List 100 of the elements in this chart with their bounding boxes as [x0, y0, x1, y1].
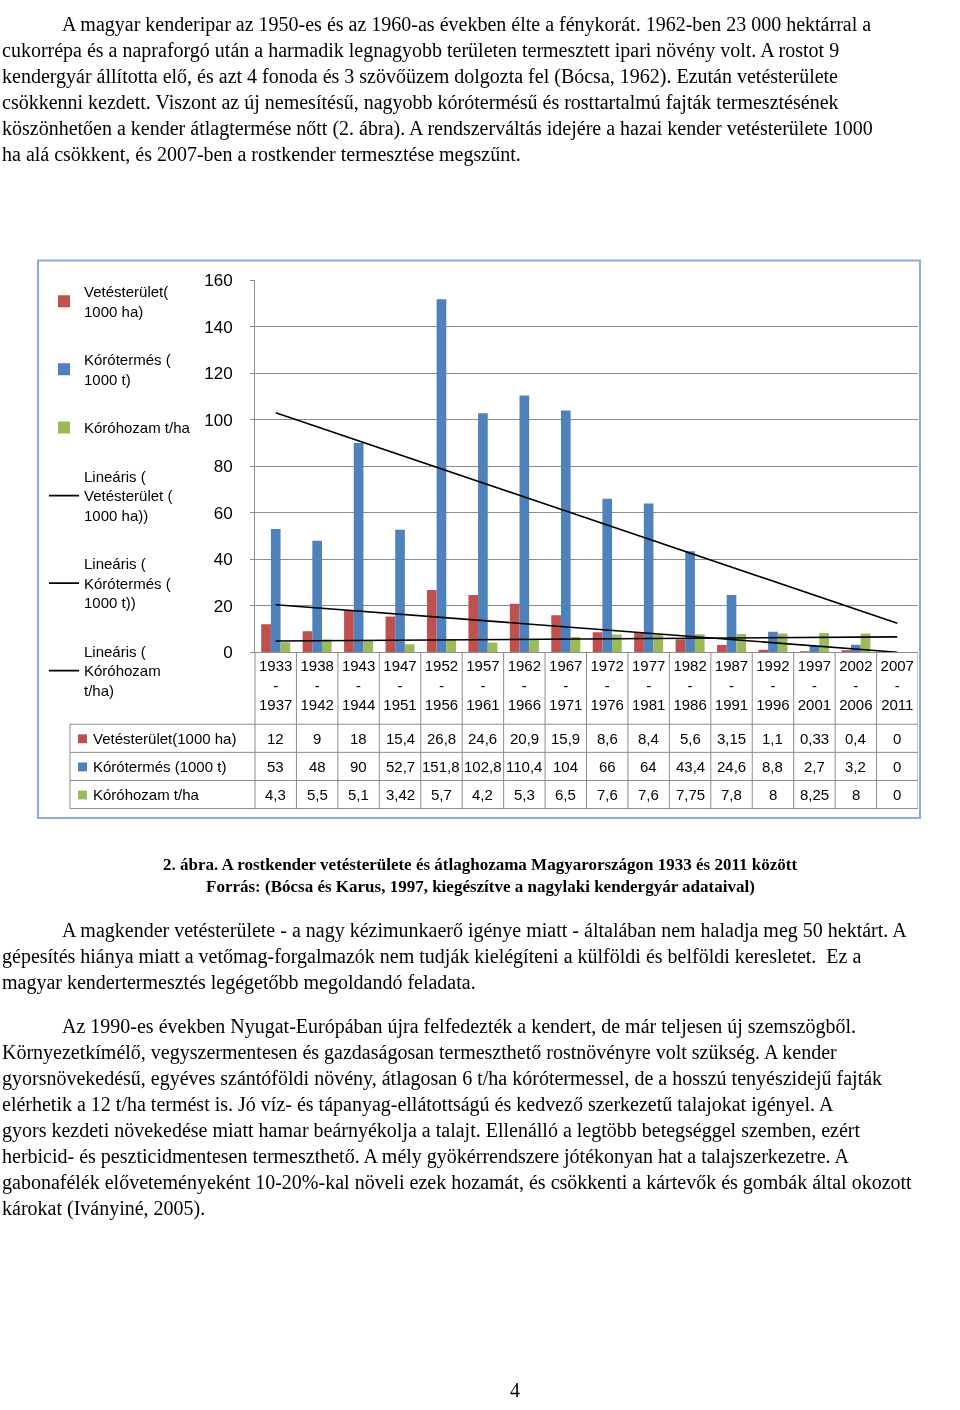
- legend-label: Lineáris (Vetésterület (1000 ha)): [84, 467, 173, 524]
- text: Vetésterület(1000 ha): [84, 283, 169, 320]
- data-label: 12: [267, 730, 284, 747]
- y-tick-label: 60: [213, 503, 233, 523]
- x-tick-label: 1957 - 1961: [466, 657, 500, 714]
- bar: [280, 642, 291, 653]
- data-label: 48: [309, 758, 326, 775]
- data-label: 104: [553, 758, 579, 775]
- text: A magkender vetésterülete - a nagy kézimunkaerő igénye miatt - általában nem haladja meg 50 hektárt. A gépesítés hiánya miatt a vetőmag-forgalmazók nem tudják kielégíteni a külföldi és belföldi keresletet. Ez a magyar kendertermesztés legégetőbb megoldandó feladata.: [2, 919, 908, 994]
- y-tick-label: 100: [204, 410, 233, 430]
- data-label: 0: [893, 730, 902, 747]
- bar: [519, 395, 530, 653]
- data-label: 102,8: [464, 758, 502, 775]
- text: Az 1990-es években Nyugat-Európában újra felfedezték a kendert, de már teljesen új szemszögből. Környezetkímélő, vegyszermentesen és gazdaságosan termeszthető rostnövényre volt szükség. A kender gyorsnövekedésű, egyéves szántóföldi növény, átlagosan 6 t/ha kórótermessel, de a hosszú tenyészidejű fajták elérhetik a 12 t/ha termést is. Jó víz- és tápanyag-ellátottságú és kedvező szerkezetű talajokat igényel. A gyors kezdeti növekedése miatt hamar beárnyékolja a talajt. Ellenálló a legtöbb betegséggel szemben, ezért herbicid- és peszticidmentesen termeszthető. A mély gyökérrendszere jótékonyan hat a talajszerkezetre. A gabonafélék előveteményeként 10-20%-kal növeli ezek hozamát, és csökkenti a kártevők és gombák által okozott károkat (Iványiné, 2005).: [2, 1015, 913, 1220]
- bar: [560, 410, 571, 653]
- x-tick-label: 1947 - 1951: [383, 657, 417, 714]
- x-tick-label: 2002 - 2006: [839, 657, 873, 714]
- legend-label: Vetésterület(1000 ha): [93, 730, 237, 747]
- text: Kórótermés (1000 t): [93, 758, 227, 775]
- data-label: 90: [350, 758, 367, 775]
- data-label: 151,8: [422, 758, 460, 775]
- x-tick-label: 1938 - 1942: [300, 657, 334, 714]
- data-label: 15,4: [386, 730, 416, 747]
- x-tick-label: 1967 - 1971: [549, 657, 583, 714]
- x-tick-label: 1952 - 1956: [424, 657, 459, 714]
- y-tick-label: 0: [223, 643, 233, 663]
- data-label: 2,7: [804, 758, 825, 775]
- data-label: 8,25: [800, 786, 830, 803]
- data-label: 7,6: [638, 786, 659, 803]
- data-label: 0,4: [845, 730, 866, 747]
- legend-label: Kórótermés (1000 t): [84, 351, 171, 388]
- x-tick-label: 1943 - 1944: [341, 657, 376, 714]
- bar: [509, 603, 520, 653]
- x-tick-label: 1972 - 1976: [590, 657, 624, 714]
- text: 4: [510, 1379, 520, 1401]
- data-label: 3,42: [386, 786, 416, 803]
- y-tick-label: 20: [213, 596, 233, 616]
- data-label: 64: [640, 758, 657, 775]
- data-label: 110,4: [506, 758, 543, 775]
- text: 2. ábra. A rostkender vetésterülete és átlaghozama Magyarországon 1933 és 2011 között: [163, 855, 798, 874]
- data-label: 18: [350, 730, 367, 747]
- data-label: 3,15: [717, 730, 747, 747]
- legend-label: Lineáris (Kórótermés (1000 t)): [84, 555, 171, 612]
- data-label: 26,8: [427, 730, 457, 747]
- bar: [602, 498, 613, 653]
- bar: [261, 624, 271, 653]
- data-label: 8,4: [638, 730, 659, 747]
- data-label: 8: [769, 786, 778, 803]
- data-label: 52,7: [386, 758, 416, 775]
- bar: [426, 589, 437, 653]
- data-label: 0,33: [800, 730, 830, 747]
- data-label: 8,6: [597, 730, 618, 747]
- x-tick-label: 1962 - 1966: [507, 657, 542, 714]
- text: A magyar kenderipar az 1950-es és az 1960-as években élte a fénykorát. 1962-ben 23 000 hektárral a cukorrépa és a napraforgó után a harmadik legnagyobb területen termesztett ipari növény volt. A rostot 9 kendergyár állította elő, és azt 4 fonoda és 3 szövőüzem dolgozta fel (Bócsa, 1962). Ezután vetésterülete csökkenni kezdett. Viszont az új nemesítésű, nagyobb kórótermésű és rosttartalmú fajták termesztésének köszönhetően a kender átlagtermése nőtt (2. ábra). A rendszerváltás idejére a hazai kender vetésterülete 1000 ha alá csökkent, és 2007-ben a rostkender termesztése megszűnt.: [2, 13, 873, 166]
- data-label: 7,6: [597, 786, 618, 803]
- data-label: 3,2: [845, 758, 866, 775]
- x-tick-label: 1977 - 1981: [631, 657, 666, 714]
- data-label: 0: [893, 758, 902, 775]
- y-tick-label: 120: [204, 364, 233, 384]
- y-tick-label: 160: [204, 271, 233, 291]
- data-label: 24,6: [717, 758, 747, 775]
- data-label: 5,7: [431, 786, 452, 803]
- text: Forrás: (Bócsa és Karus, 1997, kiegészítve a nagylaki kendergyár adataival): [206, 877, 755, 896]
- bar: [395, 529, 405, 653]
- bar: [344, 610, 354, 653]
- data-label: 5,3: [514, 786, 535, 803]
- legend-label: Kóróhozam t/ha: [93, 786, 200, 803]
- data-label: 9: [313, 730, 322, 747]
- bar: [404, 644, 415, 653]
- data-label: 0: [893, 786, 902, 803]
- bar: [270, 529, 281, 653]
- data-label: 4,3: [265, 786, 286, 803]
- data-label: 66: [599, 758, 616, 775]
- bar: [643, 503, 654, 653]
- data-label: 6,5: [555, 786, 576, 803]
- bar: [436, 299, 447, 653]
- bar: [312, 540, 322, 653]
- data-label: 7,75: [676, 786, 706, 803]
- x-tick-label: 1992 - 1996: [756, 657, 790, 714]
- bar: [487, 642, 498, 653]
- x-tick-label: 1982 - 1986: [673, 657, 707, 714]
- bar: [468, 595, 479, 653]
- bar: [529, 639, 539, 653]
- bar: [363, 640, 374, 653]
- legend-label: Lineáris (Kóróhozam t/ha): [84, 642, 161, 699]
- bar: [353, 443, 364, 653]
- data-label: 5,1: [348, 786, 369, 803]
- y-tick-label: 40: [213, 550, 233, 570]
- data-label: 20,9: [510, 730, 540, 747]
- bar: [653, 634, 664, 653]
- bar: [841, 650, 852, 653]
- data-label: 8: [852, 786, 861, 803]
- text: Kóróhozam t/ha: [84, 419, 190, 437]
- bar: [675, 639, 686, 653]
- data-label: 24,6: [468, 730, 498, 747]
- y-tick-label: 80: [213, 457, 233, 477]
- data-label: 8,8: [762, 758, 783, 775]
- bar: [634, 632, 644, 653]
- bar: [717, 644, 727, 653]
- data-label: 7,8: [721, 786, 742, 803]
